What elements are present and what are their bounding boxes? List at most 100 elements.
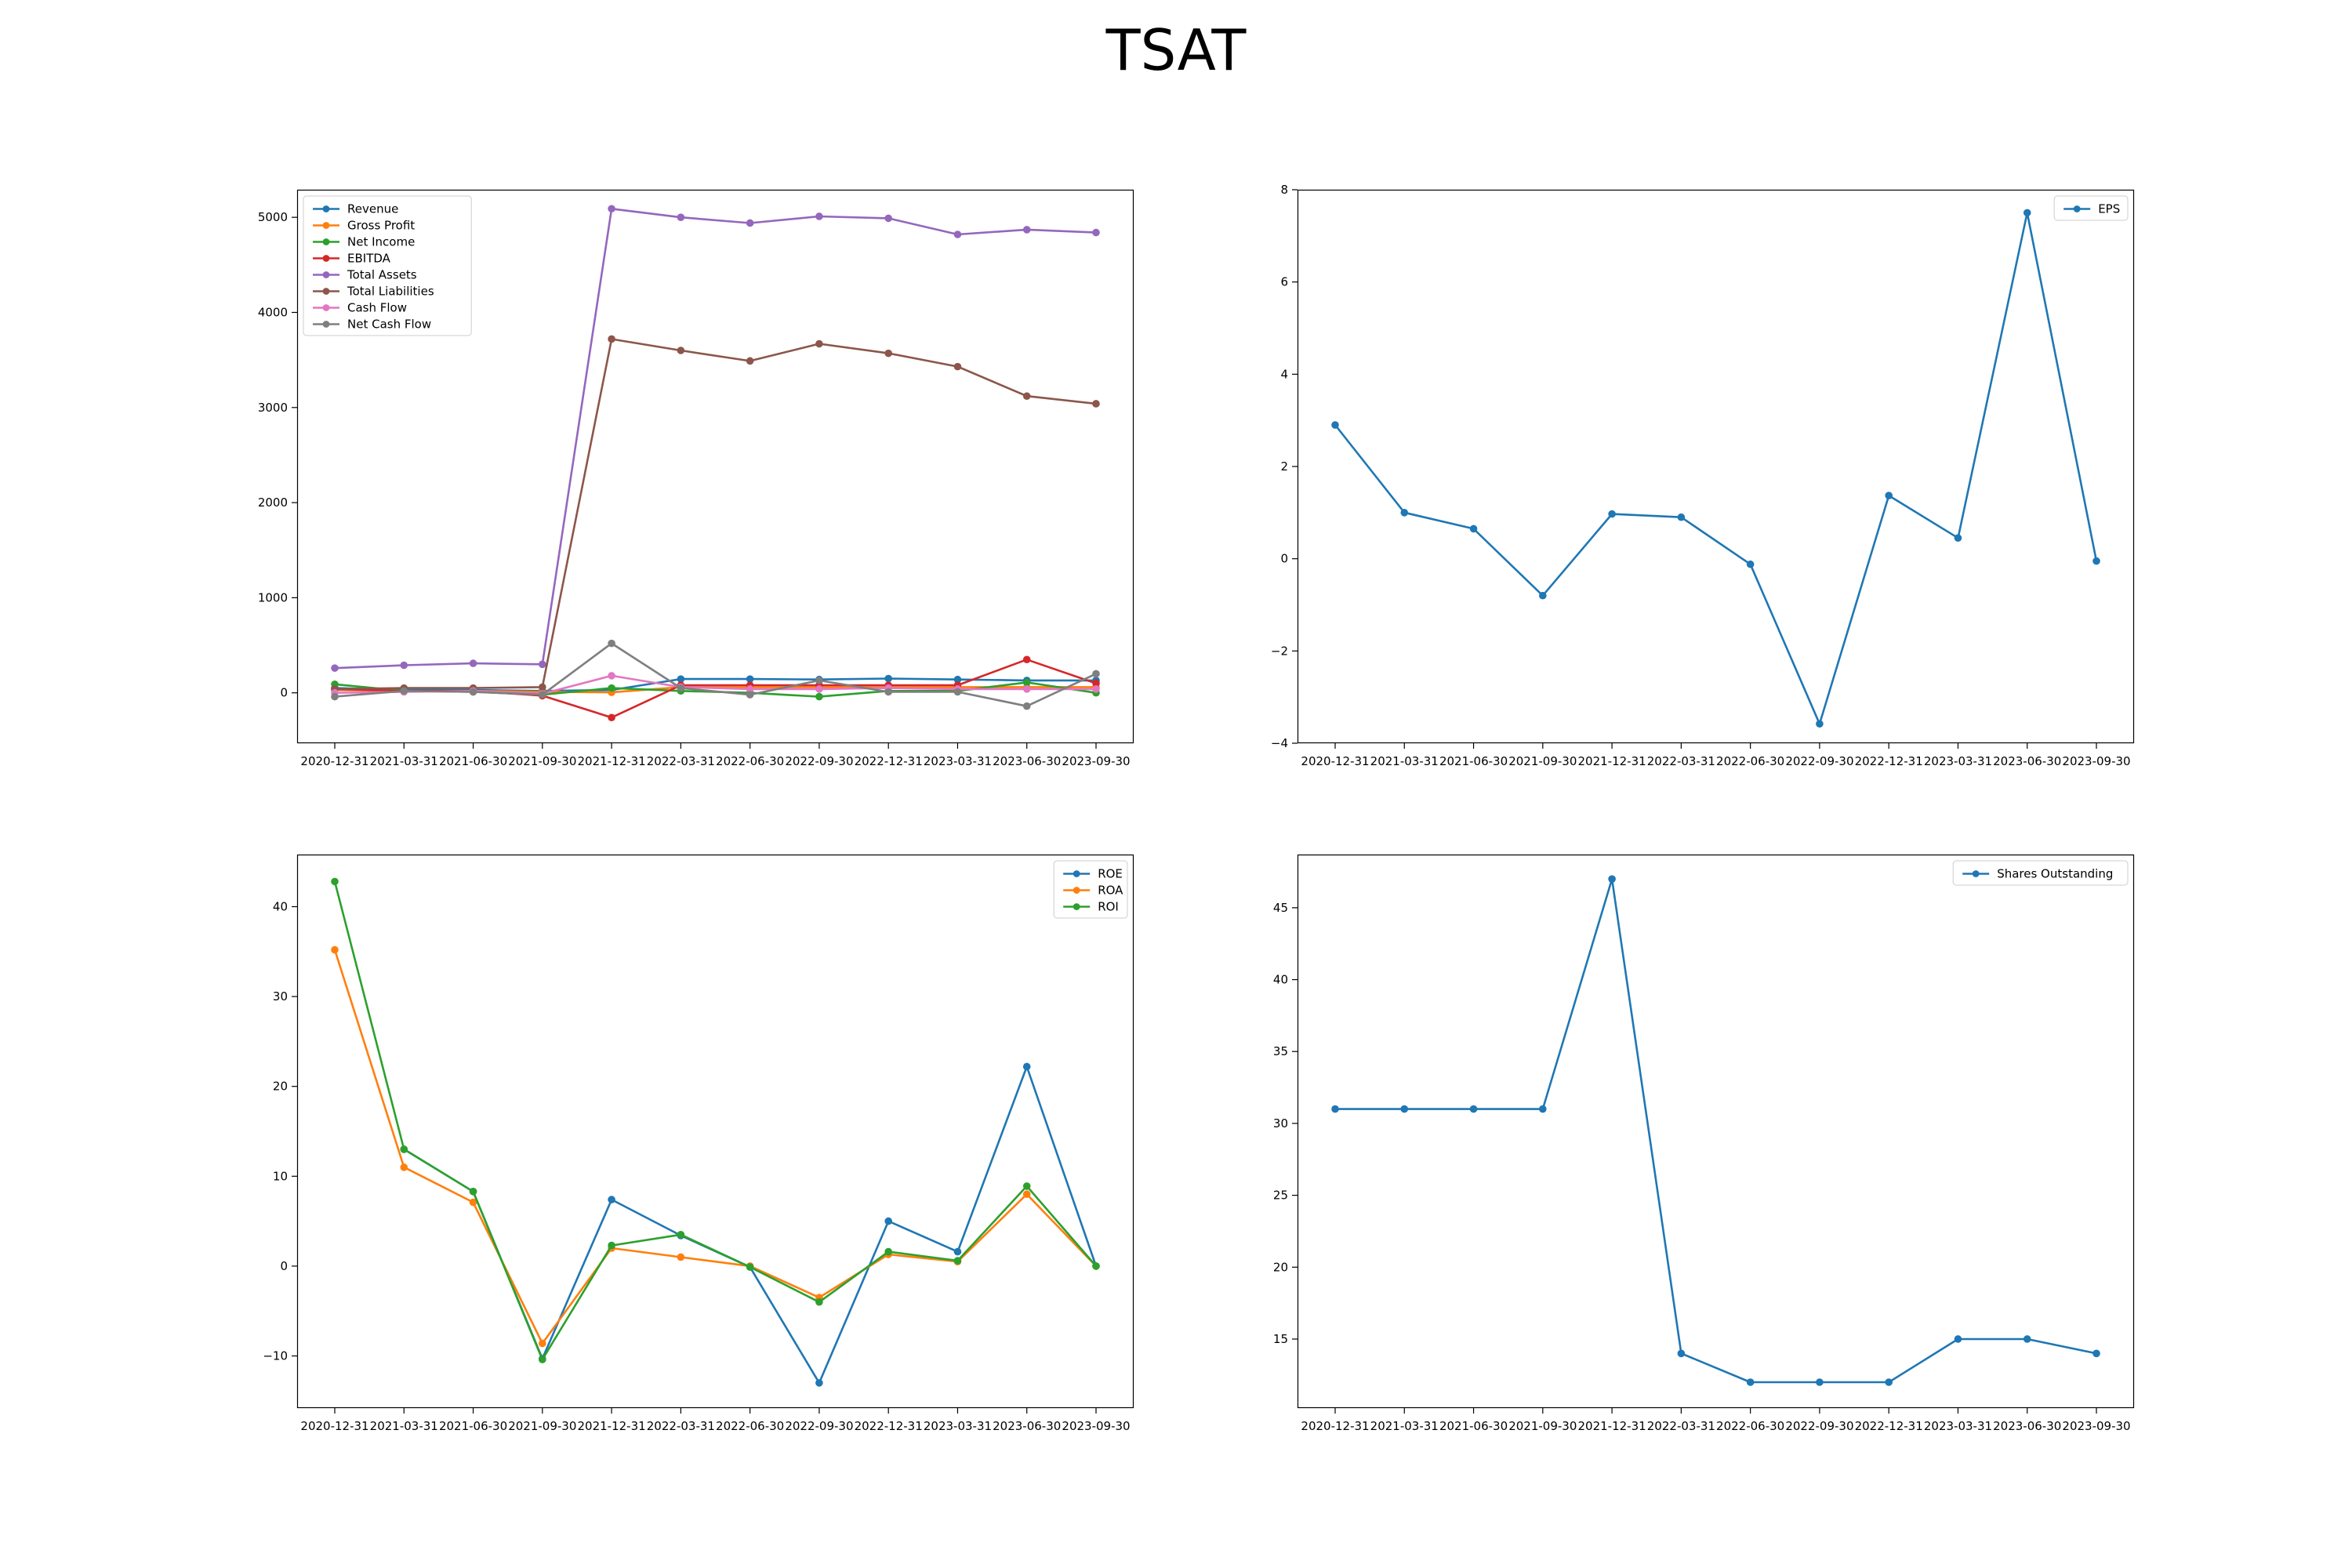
data-point [884, 1217, 892, 1225]
data-point [677, 1253, 685, 1261]
legend-label: Total Assets [347, 268, 417, 282]
legend-marker [322, 288, 330, 295]
legend-label: Net Income [347, 235, 415, 249]
data-point [815, 692, 823, 701]
x-tick-label: 2021-09-30 [508, 1419, 576, 1433]
data-point [815, 212, 823, 220]
data-point [953, 362, 962, 371]
data-point [1092, 400, 1100, 408]
x-tick-label: 2023-06-30 [1993, 1419, 2061, 1433]
data-point [2023, 209, 2031, 217]
data-point [1677, 1349, 1686, 1358]
legend-label: EBITDA [347, 252, 391, 266]
data-point [1885, 492, 1893, 499]
legend-label: Total Liabilities [347, 285, 434, 299]
y-tick-label: 0 [280, 686, 288, 700]
data-point [746, 219, 754, 227]
series-roi [331, 877, 1100, 1363]
data-point [884, 349, 892, 358]
x-tick-label: 2022-03-31 [1647, 754, 1715, 768]
data-point [1816, 1378, 1824, 1386]
x-tick-label: 2021-09-30 [1508, 754, 1577, 768]
data-point [815, 339, 823, 348]
data-point [400, 1145, 408, 1153]
data-point [469, 1187, 477, 1196]
data-point [1092, 1262, 1100, 1270]
data-point [1022, 1182, 1031, 1190]
y-tick-label: 20 [273, 1080, 288, 1094]
legend-label: Shares Outstanding [1997, 867, 2113, 881]
data-point [2092, 557, 2100, 565]
returns-chart: 2020-12-31 2021-03-31 2021-06-30 2021-09-30… [263, 854, 1134, 1433]
y-tick-label: 10 [273, 1169, 288, 1183]
data-point [331, 692, 339, 701]
data-point [331, 946, 339, 954]
data-point [746, 685, 754, 693]
legend-item: Revenue [313, 202, 398, 216]
series-total-assets [331, 205, 1100, 672]
x-tick-label: 2022-06-30 [1716, 754, 1784, 768]
legend-label: ROA [1098, 884, 1123, 898]
x-tick-label: 2022-12-31 [1855, 754, 1923, 768]
legend-marker [1073, 887, 1080, 894]
data-point [608, 672, 615, 680]
data-point [1092, 685, 1100, 693]
y-tick-label: 0 [280, 1259, 288, 1273]
legend-label: ROI [1098, 900, 1119, 914]
data-point [1022, 655, 1031, 664]
x-tick-label: 2023-09-30 [2062, 754, 2130, 768]
data-point [884, 674, 892, 683]
y-tick-label: 4000 [258, 305, 288, 319]
x-tick-label: 2021-03-31 [370, 1419, 438, 1433]
data-point [746, 357, 754, 365]
data-point [953, 230, 962, 238]
y-tick-label: 5000 [258, 210, 288, 224]
x-tick-label: 2020-12-31 [1301, 1419, 1369, 1433]
axes-frame [1297, 854, 2135, 1409]
x-tick-label: 2022-09-30 [1785, 1419, 1853, 1433]
legend-item: Cash Flow [313, 301, 407, 315]
data-point [1677, 513, 1686, 521]
data-point [2023, 1335, 2031, 1343]
x-tick-label: 2022-09-30 [1785, 754, 1853, 768]
x-tick-label: 2022-09-30 [785, 1419, 853, 1433]
data-point [1022, 1190, 1031, 1199]
data-point [1469, 1105, 1478, 1113]
x-tick-label: 2023-03-31 [924, 1419, 992, 1433]
data-point [884, 688, 892, 696]
data-point [331, 664, 339, 672]
axes-frame [296, 189, 1134, 744]
x-tick-label: 2021-03-31 [1370, 1419, 1439, 1433]
data-point [1816, 720, 1824, 728]
x-tick-label: 2021-09-30 [508, 754, 576, 768]
data-point [2092, 1349, 2100, 1358]
data-point [400, 687, 408, 695]
x-tick-label: 2022-12-31 [855, 1419, 923, 1433]
legend: EPS [2053, 195, 2129, 221]
series-line [333, 949, 1097, 1345]
x-tick-label: 2023-09-30 [1062, 754, 1130, 768]
y-tick-label: −2 [1271, 644, 1288, 658]
x-tick-label: 2021-12-31 [1577, 754, 1646, 768]
x-tick-label: 2021-12-31 [577, 1419, 645, 1433]
x-tick-label: 2022-06-30 [1716, 1419, 1784, 1433]
y-tick-label: 0 [1280, 552, 1288, 566]
data-point [539, 691, 546, 699]
legend-marker [322, 321, 330, 328]
x-tick-label: 2021-03-31 [1370, 754, 1439, 768]
x-tick-label: 2021-06-30 [439, 1419, 507, 1433]
legend-label: EPS [2098, 202, 2120, 216]
legend: ROE ROA ROI [1053, 860, 1128, 919]
legend-marker [322, 205, 330, 212]
y-tick-label: −10 [263, 1349, 288, 1363]
legend-box [303, 195, 472, 336]
data-point [469, 1198, 477, 1207]
x-tick-label: 2021-12-31 [577, 754, 645, 768]
data-point [469, 688, 477, 696]
legend-box [1952, 860, 2129, 886]
data-point [539, 1356, 546, 1363]
data-point [1092, 679, 1100, 688]
data-point [677, 684, 685, 692]
legend-item: ROI [1063, 900, 1119, 914]
data-point [1400, 1105, 1409, 1113]
